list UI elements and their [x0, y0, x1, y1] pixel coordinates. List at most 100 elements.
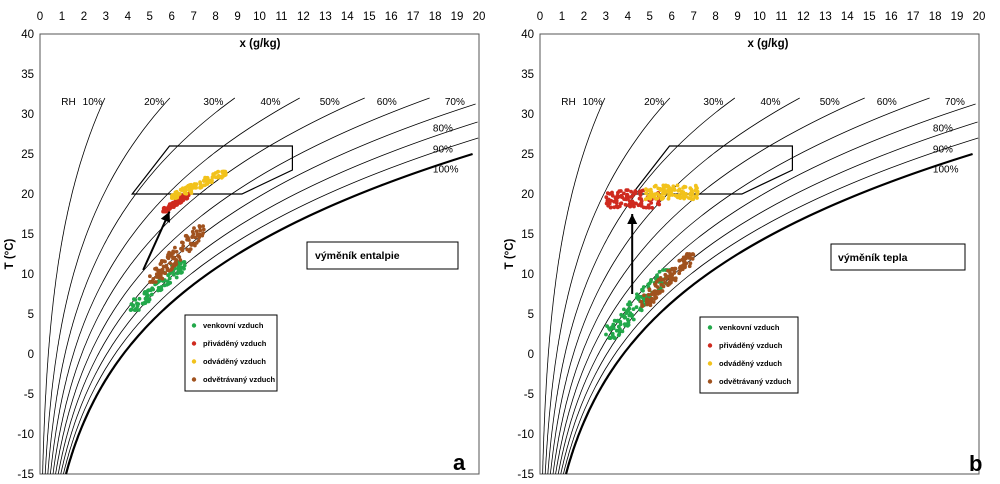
y-axis-title: T (°C) [4, 238, 16, 269]
y-tick-label: 5 [528, 309, 534, 321]
data-point [632, 191, 637, 196]
data-point [211, 172, 216, 177]
rh-curve-80 [60, 121, 478, 475]
rh-curve-40 [50, 97, 300, 475]
rh-curve-50 [552, 97, 865, 475]
data-point [622, 314, 626, 318]
rh-curve-50 [52, 97, 365, 475]
x-tick-label: 8 [212, 11, 218, 23]
data-point [153, 267, 157, 271]
rh-curves [542, 97, 979, 475]
data-point [609, 205, 613, 210]
legend-entry: odváděný vzduch [719, 359, 782, 368]
legend: venkovní vzduch přiváděný vzduch odváděný … [184, 314, 278, 392]
x-tick-label: 9 [234, 11, 240, 23]
data-point [175, 195, 180, 200]
data-point [168, 280, 173, 285]
data-point [672, 266, 677, 271]
x-tick-label: 14 [341, 11, 354, 23]
data-point [646, 292, 651, 297]
data-point [626, 317, 630, 322]
legend-marker [707, 361, 713, 366]
data-point [627, 306, 632, 311]
x-tick-label: 0 [537, 11, 543, 23]
data-point [149, 292, 154, 297]
data-point [167, 206, 172, 211]
data-point [180, 188, 185, 193]
data-point [137, 296, 142, 301]
legend-entry: odvětrávaný vzduch [203, 375, 276, 384]
data-point [678, 267, 683, 272]
data-point [612, 318, 617, 323]
rh-label: 80% [933, 124, 953, 135]
data-point [610, 331, 615, 336]
data-point [183, 185, 188, 190]
y-tick-label: 30 [21, 109, 34, 121]
x-tick-label: 5 [647, 11, 653, 23]
rh-curve-60 [555, 97, 930, 475]
x-tick-labels: 0 1 2 3 4 5 6 7 8 9 10 11 12 13 14 15 16 17 18 19 20 [37, 11, 486, 23]
data-point [167, 250, 172, 255]
rh-labels: RH 10% 20% 30% 40% 50% 60% 70% 80% 90% 100% [61, 97, 465, 175]
data-point [611, 322, 616, 327]
x-tick-label: 1 [59, 11, 65, 23]
data-point [690, 191, 695, 196]
data-point [178, 258, 183, 262]
rh-label: 70% [445, 97, 465, 108]
y-tick-label: 15 [21, 229, 34, 241]
data-point [201, 224, 206, 229]
data-point [174, 249, 179, 254]
data-point [146, 293, 151, 298]
data-point [151, 277, 156, 281]
x-tick-label: 3 [603, 11, 609, 23]
data-point [195, 232, 200, 236]
y-tick-label: 5 [28, 309, 34, 321]
data-point [176, 254, 181, 258]
data-point [159, 285, 164, 290]
arrow [142, 211, 171, 271]
y-tick-label: 15 [521, 229, 534, 241]
data-point [656, 186, 661, 191]
data-point [143, 301, 148, 305]
data-point [631, 307, 636, 311]
data-point [622, 191, 626, 196]
comfort-zone [630, 145, 793, 195]
y-tick-label: 0 [28, 349, 34, 361]
legend-entry: venkovní vzduch [719, 323, 780, 332]
y-tick-label: -5 [524, 389, 534, 401]
data-point [619, 189, 623, 193]
data-point [182, 263, 187, 268]
rh-label: 90% [433, 144, 453, 155]
x-tick-label: 18 [929, 11, 942, 23]
data-point [658, 289, 662, 294]
data-point [608, 327, 612, 332]
plot-frame [539, 33, 980, 475]
x-tick-label: 18 [429, 11, 442, 23]
data-point [653, 289, 657, 293]
data-point [171, 251, 176, 256]
data-point [675, 194, 680, 198]
rh-curve-20 [44, 97, 171, 475]
rh-curve-90 [63, 137, 479, 475]
data-point [634, 305, 639, 310]
data-point [613, 199, 617, 204]
data-point [684, 194, 688, 199]
data-point [629, 189, 633, 194]
x-tick-label: 17 [407, 11, 420, 23]
data-point [629, 195, 633, 199]
data-point [666, 196, 671, 201]
rh-curves [42, 97, 479, 475]
data-point [644, 191, 648, 196]
data-point [197, 224, 202, 228]
x-tick-label: 15 [363, 11, 376, 23]
data-point [220, 174, 225, 179]
data-point [610, 193, 615, 198]
data-point [207, 180, 212, 185]
y-tick-label: 30 [521, 109, 534, 121]
data-point [617, 329, 622, 333]
data-point [201, 231, 205, 236]
data-point [606, 203, 611, 208]
data-point [663, 277, 668, 281]
data-point [620, 329, 625, 334]
data-point [182, 260, 187, 264]
